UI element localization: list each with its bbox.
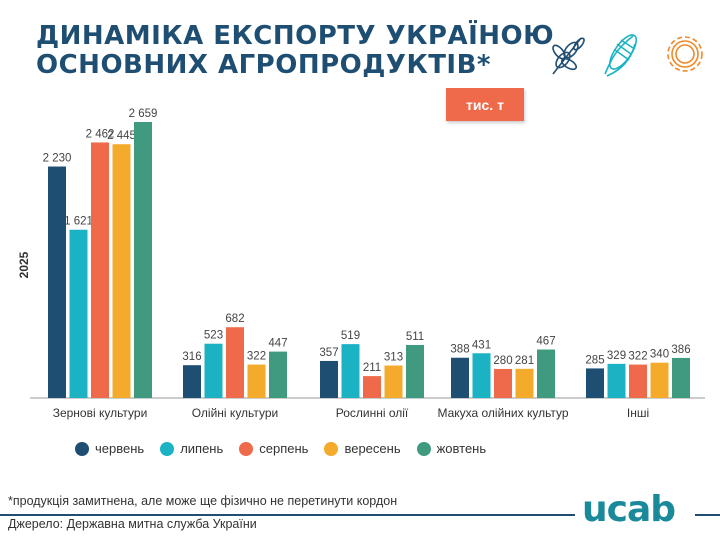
data-label: 2 445 <box>107 130 136 142</box>
unit-badge: тис. т <box>446 88 524 121</box>
wheat-icon <box>552 37 585 75</box>
data-label: 386 <box>671 344 690 356</box>
data-label: 281 <box>515 355 534 367</box>
bar <box>472 353 491 398</box>
data-label: 447 <box>268 338 287 350</box>
data-label: 322 <box>247 351 266 363</box>
bar <box>91 142 109 398</box>
data-label: 467 <box>536 336 555 348</box>
bar <box>183 365 201 398</box>
category-label: Олійні культури <box>192 406 279 420</box>
bar <box>112 144 131 398</box>
data-label: 2 462 <box>86 128 115 140</box>
title-line-2: ОСНОВНИХ АГРОПРОДУКТІВ* <box>36 50 492 80</box>
bar <box>320 360 338 398</box>
bar <box>451 357 469 398</box>
data-label: 431 <box>472 339 491 351</box>
category-label: Макуха олійних культур <box>437 406 568 420</box>
source: Джерело: Державна митна служба України <box>8 517 257 531</box>
data-label: 340 <box>650 349 669 361</box>
data-label: 322 <box>628 351 647 363</box>
page-title: ДИНАМІКА ЕКСПОРТУ УКРАЇНОЮ ОСНОВНИХ АГРО… <box>36 22 554 80</box>
data-label: 388 <box>450 344 469 356</box>
data-label: 682 <box>225 313 244 325</box>
bar <box>134 122 152 398</box>
legend-label: липень <box>180 441 224 456</box>
legend-item: червень <box>75 441 144 456</box>
ucab-logo: ucab <box>582 489 676 530</box>
data-label: 511 <box>406 331 424 343</box>
data-label: 2 659 <box>129 108 158 120</box>
bar <box>607 363 626 398</box>
legend-swatch <box>239 441 254 456</box>
bar <box>586 368 604 398</box>
legend-label: серпень <box>259 441 309 456</box>
legend-swatch <box>160 441 175 456</box>
bar <box>48 166 66 398</box>
corn-icon <box>604 34 638 77</box>
bar <box>204 343 223 398</box>
bar <box>363 376 381 398</box>
legend-swatch <box>324 441 339 456</box>
legend-item: жовтень <box>416 441 487 456</box>
legend: червень липень серпень вересень жовтень <box>75 441 486 456</box>
bar <box>672 357 690 398</box>
bar <box>247 364 266 398</box>
data-label: 285 <box>585 354 604 366</box>
data-label: 280 <box>493 355 512 367</box>
legend-swatch <box>75 441 89 456</box>
legend-item: липень <box>160 441 223 456</box>
category-label: Зернові культури <box>53 406 148 420</box>
divider-line <box>0 514 575 516</box>
legend-swatch <box>416 441 431 456</box>
bar <box>494 368 512 398</box>
data-label: 523 <box>204 330 223 342</box>
legend-item: серпень <box>239 441 308 456</box>
bar <box>226 327 244 398</box>
bar <box>269 351 287 398</box>
category-label: Інші <box>627 406 649 420</box>
data-label: 211 <box>363 362 381 374</box>
bar <box>537 349 555 398</box>
divider-line-right <box>695 514 720 516</box>
bar <box>69 229 88 398</box>
bar <box>515 368 534 398</box>
data-label: 2 230 <box>43 153 72 165</box>
data-label: 357 <box>319 347 338 359</box>
footnote: *продукція замитнена, але може ще фізичн… <box>8 494 398 508</box>
bar <box>384 365 403 398</box>
data-label: 316 <box>182 351 201 363</box>
sunflower-icon <box>667 36 703 72</box>
bar <box>406 344 424 398</box>
bar <box>629 364 647 398</box>
bar <box>650 362 669 398</box>
data-label: 519 <box>341 330 360 342</box>
category-label: Рослинні олії <box>336 406 409 420</box>
legend-label: жовтень <box>436 441 487 456</box>
y-axis-label: 2025 <box>17 251 31 278</box>
data-label: 313 <box>384 352 403 364</box>
product-icons <box>545 30 715 85</box>
bar <box>341 344 360 398</box>
legend-label: червень <box>95 441 145 456</box>
title-line-1: ДИНАМІКА ЕКСПОРТУ УКРАЇНОЮ <box>36 21 555 51</box>
legend-label: вересень <box>344 441 401 456</box>
data-label: 1 621 <box>64 216 93 228</box>
data-label: 329 <box>607 350 626 362</box>
legend-item: вересень <box>324 441 401 456</box>
